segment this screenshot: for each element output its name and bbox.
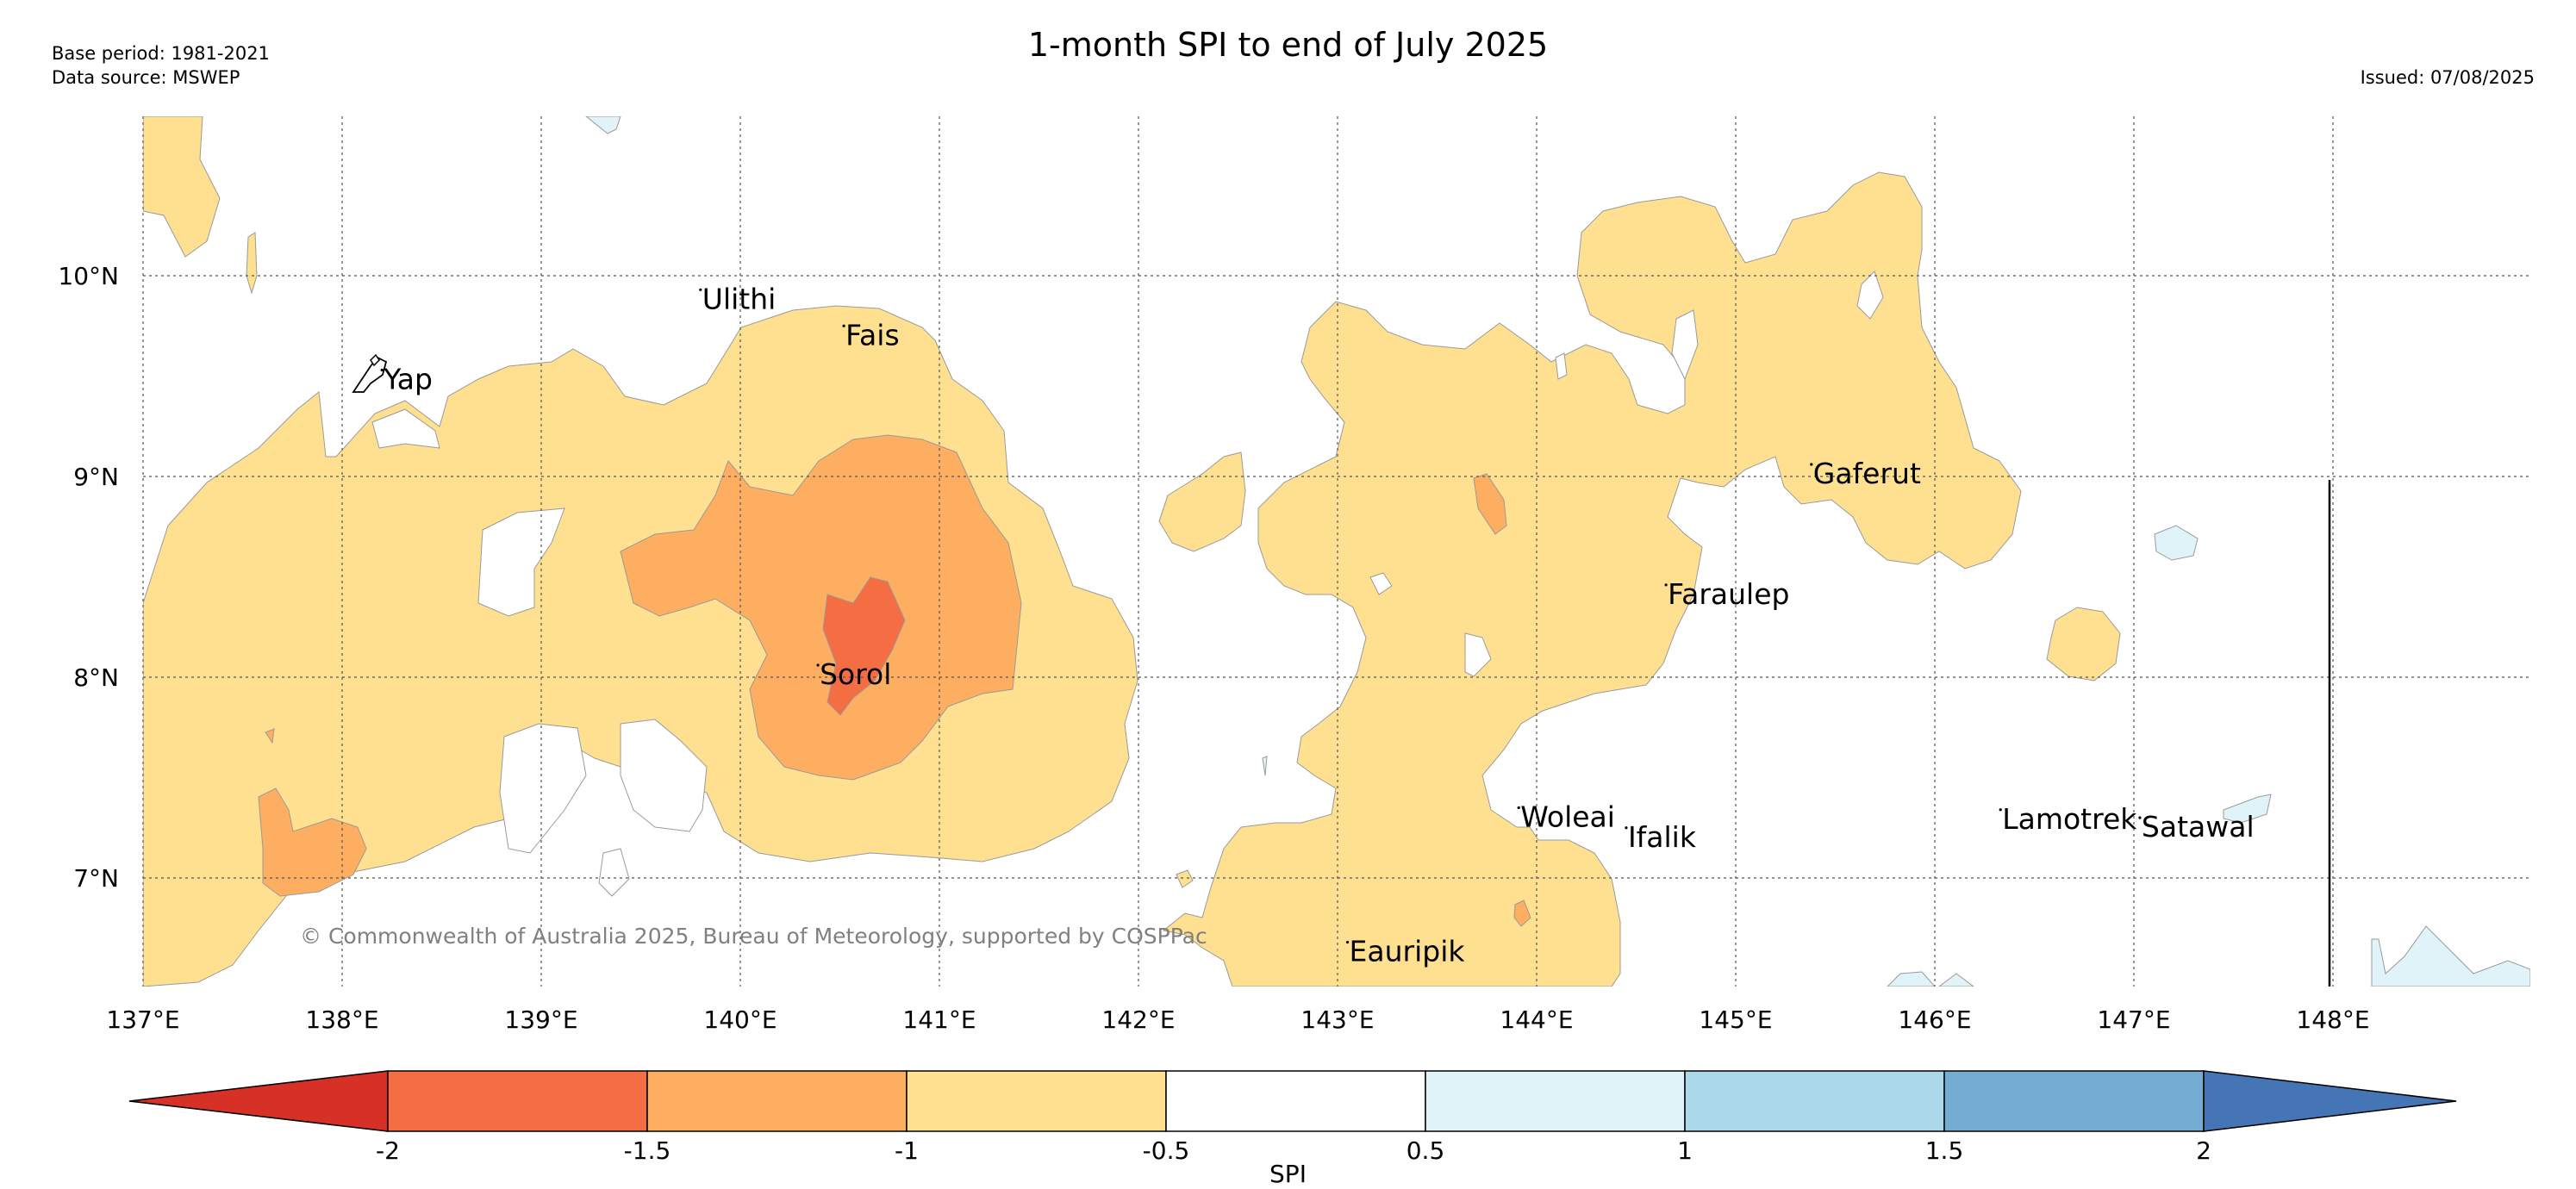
place-label: Satawal: [2142, 810, 2255, 844]
longitude-tick-label: 139°E: [504, 1005, 577, 1034]
region-dry-mild-blob-142e: [1158, 451, 1246, 552]
place-marker: [699, 288, 702, 291]
place-labels: Ulithi Fais Yap Gaferut Faraulep Sorol Woleai I…: [380, 282, 2255, 968]
longitude-tick-label: 138°E: [305, 1005, 378, 1034]
region-normal-hole-9: [1369, 572, 1393, 595]
place-label: Ulithi: [702, 282, 777, 315]
latitude-tick-label: 10°N: [58, 262, 119, 290]
region-wet-mild-5: [1938, 973, 1974, 987]
colorbar-tick-label: 1: [1677, 1136, 1693, 1163]
longitude-tick-label: 144°E: [1500, 1005, 1573, 1034]
region-normal-hole-1: [477, 507, 565, 617]
place-marker: [1517, 806, 1520, 810]
spi-map: 10°N9°N8°N7°N 137°E 138°E 139°E 140°E 141°E 1…: [58, 116, 2530, 1034]
region-wet-mild-7: [1262, 756, 1268, 776]
region-dry-moderate-east-1: [1473, 473, 1507, 535]
colorbar-tick-label: 2: [2196, 1136, 2211, 1163]
longitude-tick-label: 137°E: [106, 1005, 179, 1034]
colorbar-tick-label: -0.5: [1143, 1136, 1190, 1163]
longitude-tick-label: 142°E: [1101, 1005, 1175, 1034]
region-normal-hole-8: [1856, 271, 1884, 320]
region-dry-moderate-speck: [265, 728, 275, 744]
place-label: Faraulep: [1668, 577, 1789, 611]
spi-colorbar: -2 -1.5 -1 -0.5 0.5 1 1.5 2: [128, 1070, 2457, 1163]
region-dry-moderate-central: [620, 434, 1022, 781]
longitude-tick-label: 145°E: [1699, 1005, 1772, 1034]
colorbar-tick-label: 1.5: [1925, 1136, 1964, 1163]
region-dry-mild-east: [1162, 171, 2022, 987]
colorbar-segment: [1943, 1070, 2205, 1132]
place-label: Gaferut: [1813, 457, 1921, 490]
issued-date-text: Issued: 07/08/2025: [2360, 67, 2535, 88]
region-dry-strong-central: [822, 576, 906, 716]
colorbar-segment: [387, 1070, 648, 1132]
region-normal-hole-2: [499, 723, 587, 854]
place-marker: [816, 663, 820, 667]
region-normal-hole-4: [598, 848, 630, 897]
region-wet-mild-3: [2223, 794, 2272, 824]
region-dry-mild-blob-146e: [2046, 607, 2121, 682]
place-label: Fais: [845, 318, 900, 352]
longitude-tick-label: 143°E: [1300, 1005, 1374, 1034]
spi-shading: [143, 116, 2530, 987]
latitude-tick-label: 8°N: [73, 663, 119, 692]
colorbar-segment: [646, 1070, 908, 1132]
place-marker: [1625, 826, 1628, 830]
colorbar-segment: [1165, 1070, 1426, 1132]
region-normal-hole-5: [371, 408, 440, 449]
longitude-tick-label: 147°E: [2097, 1005, 2170, 1034]
region-normal-hole-7: [1671, 309, 1699, 381]
region-normal-hole-6: [1464, 632, 1492, 677]
place-marker: [1345, 940, 1350, 944]
place-label: Woleai: [1520, 800, 1615, 833]
place-label: Sorol: [820, 657, 891, 691]
base-period-text: Base period: 1981-2021: [52, 43, 270, 64]
yap-island-outline: [352, 356, 388, 393]
data-source-text: Data source: MSWEP: [52, 67, 240, 88]
colorbar-tick-label: -1: [895, 1136, 919, 1163]
place-marker: [380, 368, 384, 372]
copyright-notice: © Commonwealth of Australia 2025, Bureau…: [300, 924, 1207, 949]
place-label: Yap: [383, 363, 433, 396]
colorbar-extend-low: [128, 1070, 389, 1132]
gridlines: [142, 116, 2530, 987]
region-dry-moderate-east-2: [1513, 900, 1531, 927]
region-wet-mild-4: [1887, 971, 1936, 987]
colorbar-tick-label: -2: [376, 1136, 400, 1163]
colorbar-tick-label: 0.5: [1407, 1136, 1445, 1163]
longitude-tick-label: 140°E: [703, 1005, 777, 1034]
colorbar-segment: [1425, 1070, 1686, 1132]
place-marker: [1664, 583, 1668, 587]
place-marker: [1810, 463, 1813, 466]
region-wet-mild-1: [585, 116, 621, 134]
region-wet-mild-2: [2154, 525, 2199, 561]
colorbar-segment: [906, 1070, 1167, 1132]
place-marker: [842, 324, 845, 327]
latitude-tick-label: 7°N: [73, 864, 119, 893]
longitude-tick-label: 146°E: [1898, 1005, 1971, 1034]
region-normal-hole-3: [620, 719, 708, 832]
latitude-tick-label: 9°N: [73, 463, 119, 491]
place-label: Lamotrek: [2002, 802, 2137, 836]
longitude-tick-label: 148°E: [2296, 1005, 2369, 1034]
colorbar-label: SPI: [1269, 1160, 1307, 1188]
colorbar-tick-label: -1.5: [624, 1136, 671, 1163]
colorbar-segment: [1684, 1070, 1945, 1132]
region-wet-mild-6: [2371, 925, 2530, 987]
place-marker: [1999, 808, 2002, 812]
place-label: Eauripik: [1350, 935, 1466, 968]
longitude-labels: 137°E 138°E 139°E 140°E 141°E 142°E 143°E 144°E…: [106, 1005, 2369, 1034]
latitude-labels: 10°N 9°N 8°N 7°N: [58, 262, 119, 893]
region-dry-moderate-sw: [258, 787, 367, 897]
longitude-tick-label: 141°E: [902, 1005, 976, 1034]
colorbar-extend-high: [2203, 1070, 2457, 1132]
map-title: 1-month SPI to end of July 2025: [1027, 26, 1549, 64]
place-label: Ifalik: [1628, 820, 1697, 854]
region-dry-mild-strip: [246, 232, 258, 295]
region-dry-mild-speck: [1176, 869, 1194, 888]
place-marker: [2138, 816, 2142, 819]
yap-island-part: [370, 353, 380, 367]
region-normal-hole-10: [1555, 352, 1568, 380]
